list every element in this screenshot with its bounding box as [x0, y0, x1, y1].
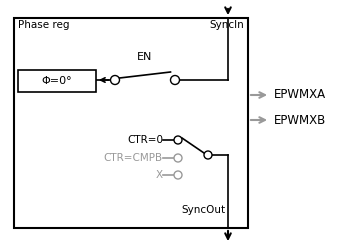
Circle shape: [174, 171, 182, 179]
Bar: [14, 18, 248, 228]
Text: EPWMXA: EPWMXA: [274, 89, 326, 102]
Text: Φ=0°: Φ=0°: [42, 76, 72, 86]
Text: SyncOut: SyncOut: [182, 205, 226, 215]
Text: SyncIn: SyncIn: [209, 20, 244, 30]
Text: Phase reg: Phase reg: [18, 20, 70, 30]
Text: X: X: [156, 170, 163, 180]
Text: EN: EN: [137, 52, 153, 62]
Circle shape: [171, 75, 180, 84]
Bar: [18, 70, 96, 92]
Circle shape: [204, 151, 212, 159]
Text: EPWMXB: EPWMXB: [274, 113, 326, 126]
Text: CTR=0: CTR=0: [127, 135, 163, 145]
Circle shape: [174, 154, 182, 162]
Circle shape: [174, 136, 182, 144]
Text: CTR=CMPB: CTR=CMPB: [104, 153, 163, 163]
Circle shape: [110, 75, 119, 84]
